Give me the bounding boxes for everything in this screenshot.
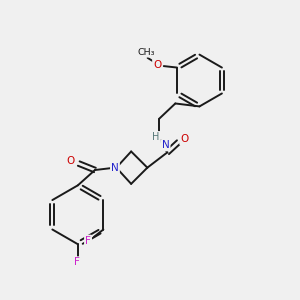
Text: F: F (74, 257, 80, 268)
Text: O: O (153, 60, 161, 70)
Text: O: O (180, 134, 189, 144)
Text: CH₃: CH₃ (137, 48, 155, 57)
Text: N: N (111, 163, 119, 173)
Text: F: F (85, 236, 91, 246)
Text: N: N (162, 140, 170, 150)
Text: O: O (66, 156, 75, 166)
Text: H: H (152, 132, 160, 142)
